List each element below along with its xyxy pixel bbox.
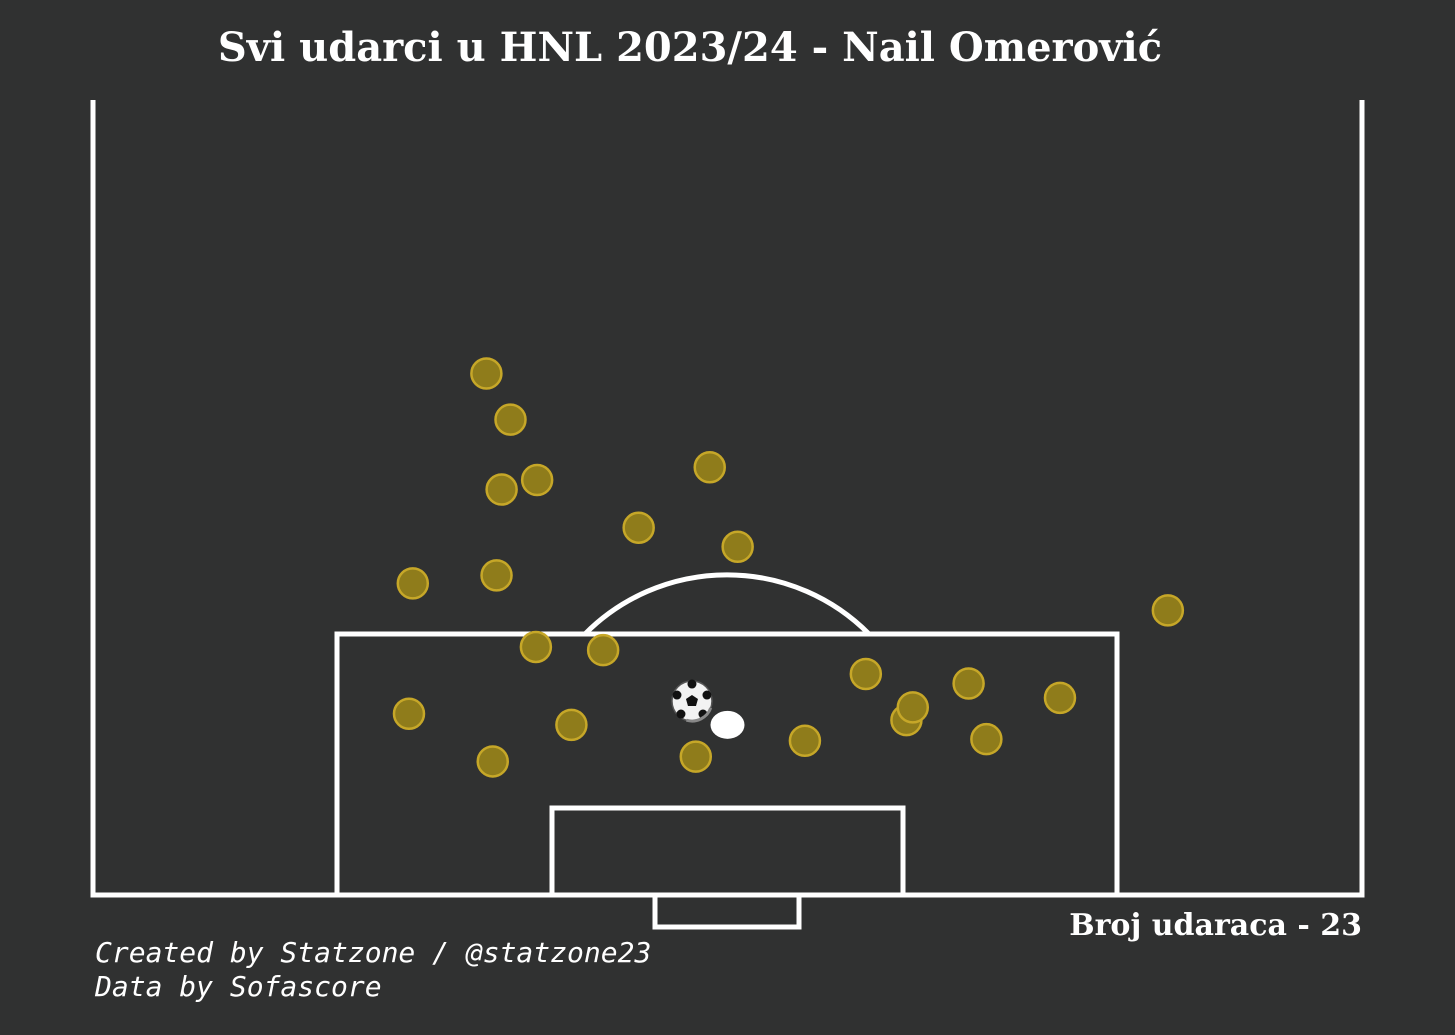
penalty-box [334, 631, 1120, 898]
goal-area [549, 805, 906, 898]
shot-marker [1043, 681, 1077, 715]
goal-frame [652, 892, 802, 930]
shot-marker [849, 657, 883, 691]
shot-marker [520, 463, 554, 497]
shot-marker [679, 740, 713, 773]
shot-marker [519, 630, 553, 664]
football-icon [670, 679, 714, 723]
shot-marker [896, 691, 930, 724]
shot-marker [480, 559, 513, 592]
shot-marker [721, 530, 754, 564]
goal-marker [710, 710, 745, 739]
shot-marker [788, 724, 822, 758]
credits: Created by Statzone / @statzone23 Data b… [95, 936, 651, 1004]
ball-layer [670, 679, 714, 723]
shot-marker [1151, 594, 1185, 627]
shot-marker [396, 567, 430, 600]
pitch-outline [90, 100, 1365, 898]
shot-marker [952, 667, 985, 700]
goals-layer [710, 710, 745, 739]
chart-title: Svi udarci u HNL 2023/24 - Nail Omerović [217, 24, 1163, 71]
credit-line: Created by Statzone / @statzone23 [95, 936, 652, 969]
shot-marker [470, 357, 503, 390]
shot-marker [485, 473, 518, 506]
shot-marker [586, 633, 620, 667]
credit-line: Data by Sofascore [95, 970, 382, 1003]
shot-marker [494, 403, 527, 436]
shot-marker [555, 708, 588, 742]
shot-count-label: Broj udaraca - 23 [1069, 908, 1362, 943]
shot-marker [970, 722, 1003, 756]
shots-layer [392, 357, 1185, 778]
pitch-lines [90, 100, 1365, 930]
shot-marker [693, 451, 726, 484]
shot-marker [392, 697, 426, 730]
penalty-arc [583, 572, 871, 636]
shot-marker [622, 511, 655, 544]
shot-marker [476, 745, 509, 778]
